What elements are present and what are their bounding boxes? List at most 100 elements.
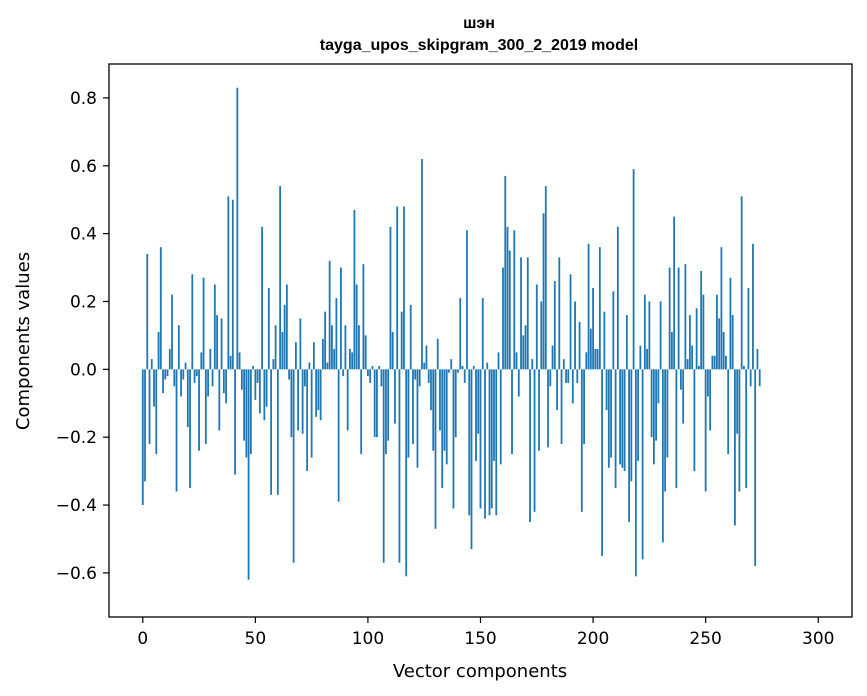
bar-78 [317,369,320,411]
bar-102 [371,365,374,370]
bar-127 [427,369,430,383]
bar-45 [243,369,245,441]
bar-39 [229,355,232,370]
bar-197 [585,352,588,370]
bar-143 [463,369,466,383]
bar-29 [207,369,209,397]
bar-175 [535,284,538,370]
bar-273 [756,348,759,370]
bar-166 [515,352,518,370]
bar-189 [567,369,570,383]
bar-252 [709,369,712,431]
y-tick-label: 0.2 [70,292,97,312]
bar-129 [432,369,435,451]
bar-190 [569,274,572,370]
bar-79 [319,369,322,421]
bar-51 [256,369,259,383]
bar-235 [670,332,673,370]
bar-90 [344,325,347,370]
bar-270 [749,369,752,387]
bar-115 [400,311,403,370]
bar-148 [475,369,477,461]
bar-222 [641,369,644,560]
bar-9 [162,369,164,394]
y-tick-label: 0.4 [70,225,97,245]
bar-21 [189,369,191,489]
bar-48 [249,369,252,455]
bar-219 [634,369,637,577]
bar-203 [598,247,601,370]
y-tick-label: 0.8 [70,89,97,109]
bar-44 [240,369,243,390]
bar-30 [209,348,212,370]
bar-241 [684,264,687,370]
bar-242 [686,359,689,370]
x-tick-label: 50 [245,629,267,649]
bar-66 [290,369,293,438]
bar-117 [405,369,408,577]
bar-218 [632,169,635,370]
bar-11 [166,369,169,377]
bar-60 [276,369,279,495]
bar-156 [493,369,495,461]
bar-106 [380,369,383,387]
bar-225 [648,301,651,370]
bar-33 [216,315,218,370]
bar-217 [630,369,633,482]
bar-114 [398,369,401,563]
bar-248 [700,270,703,370]
bar-146 [470,369,473,550]
bar-111 [391,332,394,370]
bar-27 [202,277,205,370]
bar-152 [484,369,486,519]
bar-105 [378,365,381,370]
y-axis-label: Components values [13,252,34,430]
bar-188 [565,369,567,383]
bar-263 [734,369,736,526]
bar-59 [274,325,277,370]
bar-254 [713,355,716,370]
chart-subtitle: tayga_upos_skipgram_300_2_2019 model [320,37,638,54]
y-tick-label: 0.6 [70,157,97,177]
bar-53 [261,226,263,370]
bar-49 [252,365,254,370]
bar-211 [616,226,619,370]
bar-139 [454,369,457,438]
bar-181 [549,369,552,387]
bar-221 [639,345,642,370]
bar-164 [511,369,513,455]
bar-28 [204,369,207,444]
bar-226 [650,369,653,438]
bar-25 [198,369,200,451]
bar-230 [659,301,662,370]
bar-100 [367,369,369,377]
bar-199 [589,328,592,370]
bar-260 [727,369,730,455]
bar-224 [646,348,649,370]
bar-160 [502,267,504,370]
bar-215 [625,315,628,370]
bar-170 [524,325,527,370]
bar-121 [414,369,417,380]
bar-196 [583,369,585,444]
y-tick-label: 0.0 [70,360,97,380]
bar-128 [430,369,432,411]
bar-125 [423,362,426,370]
bar-261 [729,277,732,370]
bar-116 [403,206,405,370]
bar-16 [177,325,180,370]
bar-130 [434,369,437,529]
bar-274 [758,369,761,387]
bar-103 [373,369,376,438]
bar-18 [182,369,185,380]
bar-202 [596,348,599,370]
bar-56 [267,287,270,370]
bar-228 [655,369,658,441]
bar-85 [333,348,336,370]
bar-69 [297,369,300,431]
bar-142 [461,365,464,370]
x-tick-label: 0 [137,629,148,649]
x-tick-label: 300 [802,629,834,649]
bar-151 [481,298,484,370]
bar-249 [702,294,705,370]
